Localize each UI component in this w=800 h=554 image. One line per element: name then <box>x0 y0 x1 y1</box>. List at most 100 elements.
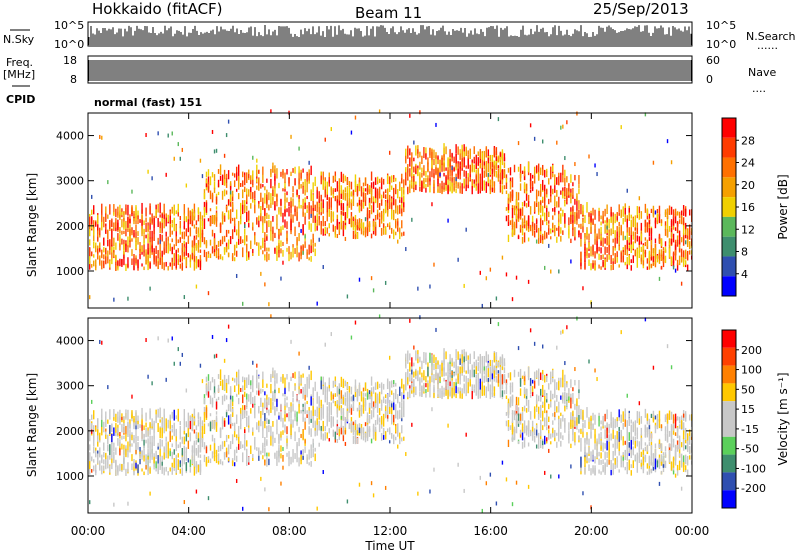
power-mark <box>527 194 530 203</box>
velocity-mark <box>405 452 407 457</box>
velocity-mark <box>235 437 238 441</box>
velocity-mark <box>93 437 95 447</box>
velocity-mark <box>191 449 194 458</box>
power-mark <box>248 210 250 221</box>
power-mark <box>552 188 554 195</box>
power-mark <box>274 176 276 181</box>
velocity-mark <box>101 426 103 436</box>
velocity-mark <box>181 352 184 357</box>
velocity-mark <box>346 383 349 390</box>
power-mark <box>308 257 310 261</box>
power-mark <box>483 150 486 162</box>
power-mark <box>473 146 475 155</box>
power-mark <box>199 255 202 261</box>
power-mark <box>219 175 222 181</box>
power-mark <box>523 224 526 229</box>
power-mark <box>362 230 365 236</box>
velocity-mark <box>231 399 234 407</box>
power-mark <box>328 233 330 237</box>
power-mark <box>179 255 181 259</box>
power-mark <box>298 184 300 190</box>
velocity-mark <box>306 414 308 418</box>
velocity-mark <box>419 377 421 386</box>
power-mark <box>378 178 381 183</box>
velocity-mark <box>173 361 175 366</box>
power-mark <box>161 250 163 259</box>
power-mark <box>161 217 163 223</box>
power-mark <box>642 245 645 250</box>
velocity-mark <box>147 374 149 379</box>
power-mark <box>529 224 532 232</box>
velocity-mark <box>411 382 413 387</box>
velocity-mark <box>153 422 155 433</box>
power-mark <box>501 169 504 180</box>
velocity-mark <box>324 389 326 399</box>
power-mark <box>386 210 389 214</box>
power-mark <box>342 220 345 231</box>
velocity-mark <box>237 398 240 405</box>
velocity-mark <box>223 374 226 385</box>
velocity-mark <box>179 425 181 434</box>
power-mark <box>316 186 318 191</box>
power-mark <box>185 257 188 267</box>
velocity-mark <box>107 434 109 445</box>
freq-right-bottom: 0 <box>706 73 713 86</box>
power-mark <box>628 245 630 251</box>
power-mark <box>141 202 143 214</box>
velocity-mark <box>272 420 274 427</box>
power-mark <box>537 227 540 239</box>
velocity-mark <box>119 432 121 437</box>
velocity-mark <box>368 426 371 432</box>
power-mark <box>368 223 371 232</box>
velocity-mark <box>103 459 105 465</box>
power-mark <box>286 197 288 203</box>
power-mark <box>511 205 514 210</box>
power-mark <box>479 270 481 275</box>
power-mark <box>195 242 198 251</box>
power-mark <box>648 222 651 228</box>
power-mark <box>630 219 632 230</box>
power-mark <box>537 237 540 244</box>
velocity-mark <box>173 449 175 455</box>
velocity-mark <box>207 381 210 387</box>
velocity-mark <box>89 432 91 442</box>
velocity-mark <box>137 415 139 422</box>
velocity-mark <box>332 416 335 425</box>
power-mark <box>195 226 198 235</box>
power-mark <box>354 174 357 183</box>
station-title: Hokkaido (fitACF) <box>92 0 223 18</box>
power-mark <box>662 247 665 251</box>
power-mark <box>435 155 437 159</box>
velocity-mark <box>223 420 226 427</box>
power-mark <box>519 163 522 175</box>
power-mark <box>165 217 167 227</box>
power-mark <box>650 245 653 256</box>
velocity-mark <box>364 397 367 406</box>
power-mark <box>354 230 357 238</box>
power-mark <box>356 232 359 239</box>
power-mark <box>564 169 566 178</box>
power-mark <box>668 205 671 215</box>
power-mark <box>286 221 288 230</box>
power-mark <box>523 171 526 177</box>
power-mark <box>453 177 455 186</box>
velocity-mark <box>183 445 186 450</box>
power-mark <box>135 205 137 216</box>
velocity-mark <box>401 383 403 389</box>
power-mark <box>127 216 129 221</box>
velocity-mark <box>264 398 266 409</box>
velocity-mark <box>189 420 192 430</box>
power-mark <box>676 263 679 271</box>
power-mark <box>529 173 532 181</box>
power-mark <box>139 219 141 223</box>
velocity-mark <box>376 414 379 421</box>
power-mark <box>527 215 530 227</box>
velocity-mark <box>209 413 212 417</box>
velocity-mark <box>149 467 151 474</box>
velocity-mark <box>123 416 125 420</box>
velocity-mark <box>290 376 292 382</box>
power-mark <box>674 227 677 231</box>
velocity-mark <box>193 418 196 422</box>
power-mark <box>193 237 196 249</box>
velocity-mark <box>195 447 198 456</box>
